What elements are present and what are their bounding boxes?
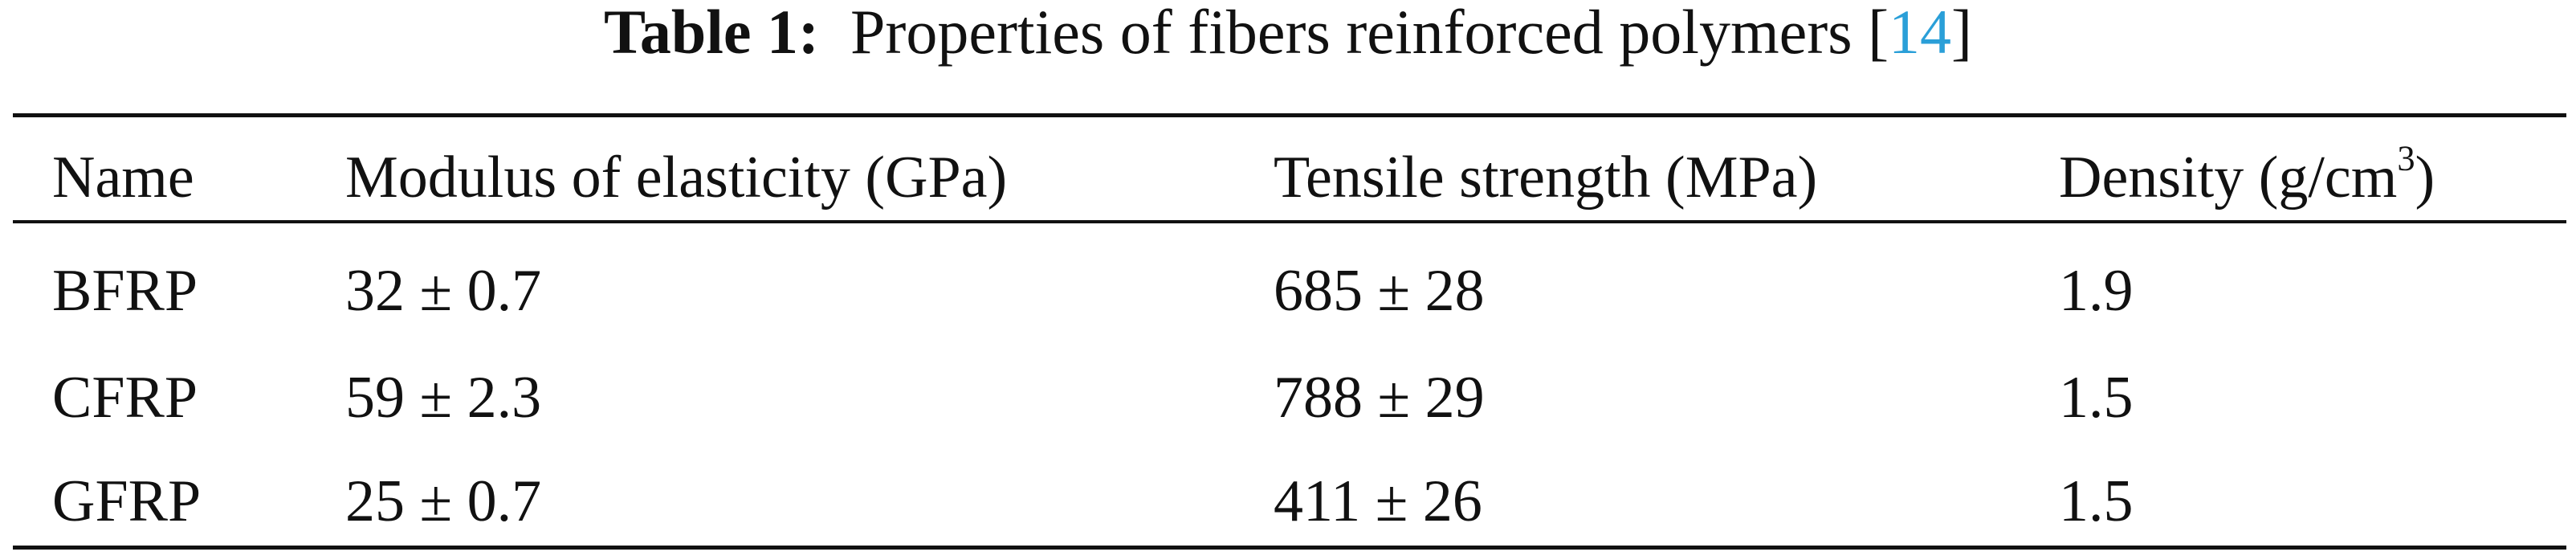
cell-value: 411 ± 26 bbox=[1274, 468, 1482, 534]
cell-value: 1.5 bbox=[2059, 365, 2134, 431]
cell-value: 1.5 bbox=[2059, 468, 2134, 534]
cell-value: 685 ± 28 bbox=[1274, 258, 1485, 324]
header-rule bbox=[13, 220, 2566, 223]
caption-text: Properties of fibers reinforced polymers… bbox=[850, 0, 1889, 67]
row-label: BFRP bbox=[52, 258, 198, 324]
bottom-rule bbox=[13, 546, 2566, 550]
cell-value: 1.9 bbox=[2059, 258, 2134, 324]
row-label: CFRP bbox=[52, 365, 198, 431]
header-cell: Density (g/cm3) bbox=[2059, 141, 2435, 207]
header-sup: 3 bbox=[2397, 137, 2415, 178]
header-cell: Tensile strength (MPa) bbox=[1274, 145, 1818, 211]
header-close: ) bbox=[2415, 145, 2435, 211]
cell-value: 59 ± 2.3 bbox=[345, 365, 542, 431]
cell-value: 25 ± 0.7 bbox=[345, 468, 542, 534]
top-rule bbox=[13, 113, 2566, 117]
caption-close: ] bbox=[1951, 0, 1973, 67]
row-label: GFRP bbox=[52, 468, 202, 534]
header-cell: Name bbox=[52, 145, 194, 211]
cell-value: 32 ± 0.7 bbox=[345, 258, 542, 324]
header-cell: Modulus of elasticity (GPa) bbox=[345, 145, 1008, 211]
header-text: Density (g/cm bbox=[2059, 145, 2398, 211]
caption-ref[interactable]: 14 bbox=[1889, 0, 1952, 67]
caption-label: Table 1: bbox=[603, 0, 819, 67]
cell-value: 788 ± 29 bbox=[1274, 365, 1485, 431]
caption: Table 1: Properties of fibers reinforced… bbox=[604, 1, 1972, 63]
